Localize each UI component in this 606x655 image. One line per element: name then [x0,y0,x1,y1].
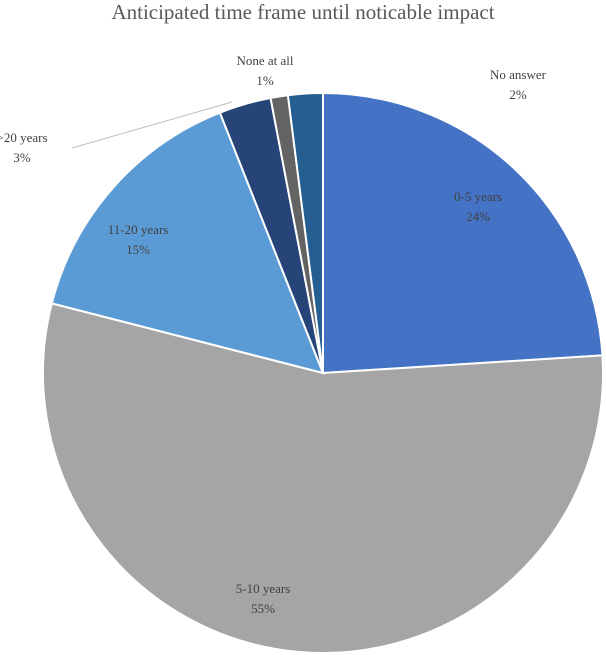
value-label: 3% [13,150,31,165]
pie-slice [42,302,604,654]
leader-line [71,101,233,149]
pie-slice [286,91,324,374]
slice-label: No answer [490,67,547,82]
slice-label: None at all [236,53,293,68]
value-label: 24% [466,209,490,224]
value-label: 55% [251,601,275,616]
value-label: 2% [509,87,527,102]
slice-label: >20 years [0,130,48,145]
value-label: 15% [126,242,150,257]
pie-slice [50,111,325,375]
slice-label: 11-20 years [108,222,169,237]
slice-label: 0-5 years [454,189,502,204]
slice-label: 5-10 years [236,581,291,596]
pie-slice [322,91,604,375]
chart-title: Anticipated time frame until noticable i… [111,0,494,24]
value-label: 1% [256,73,274,88]
